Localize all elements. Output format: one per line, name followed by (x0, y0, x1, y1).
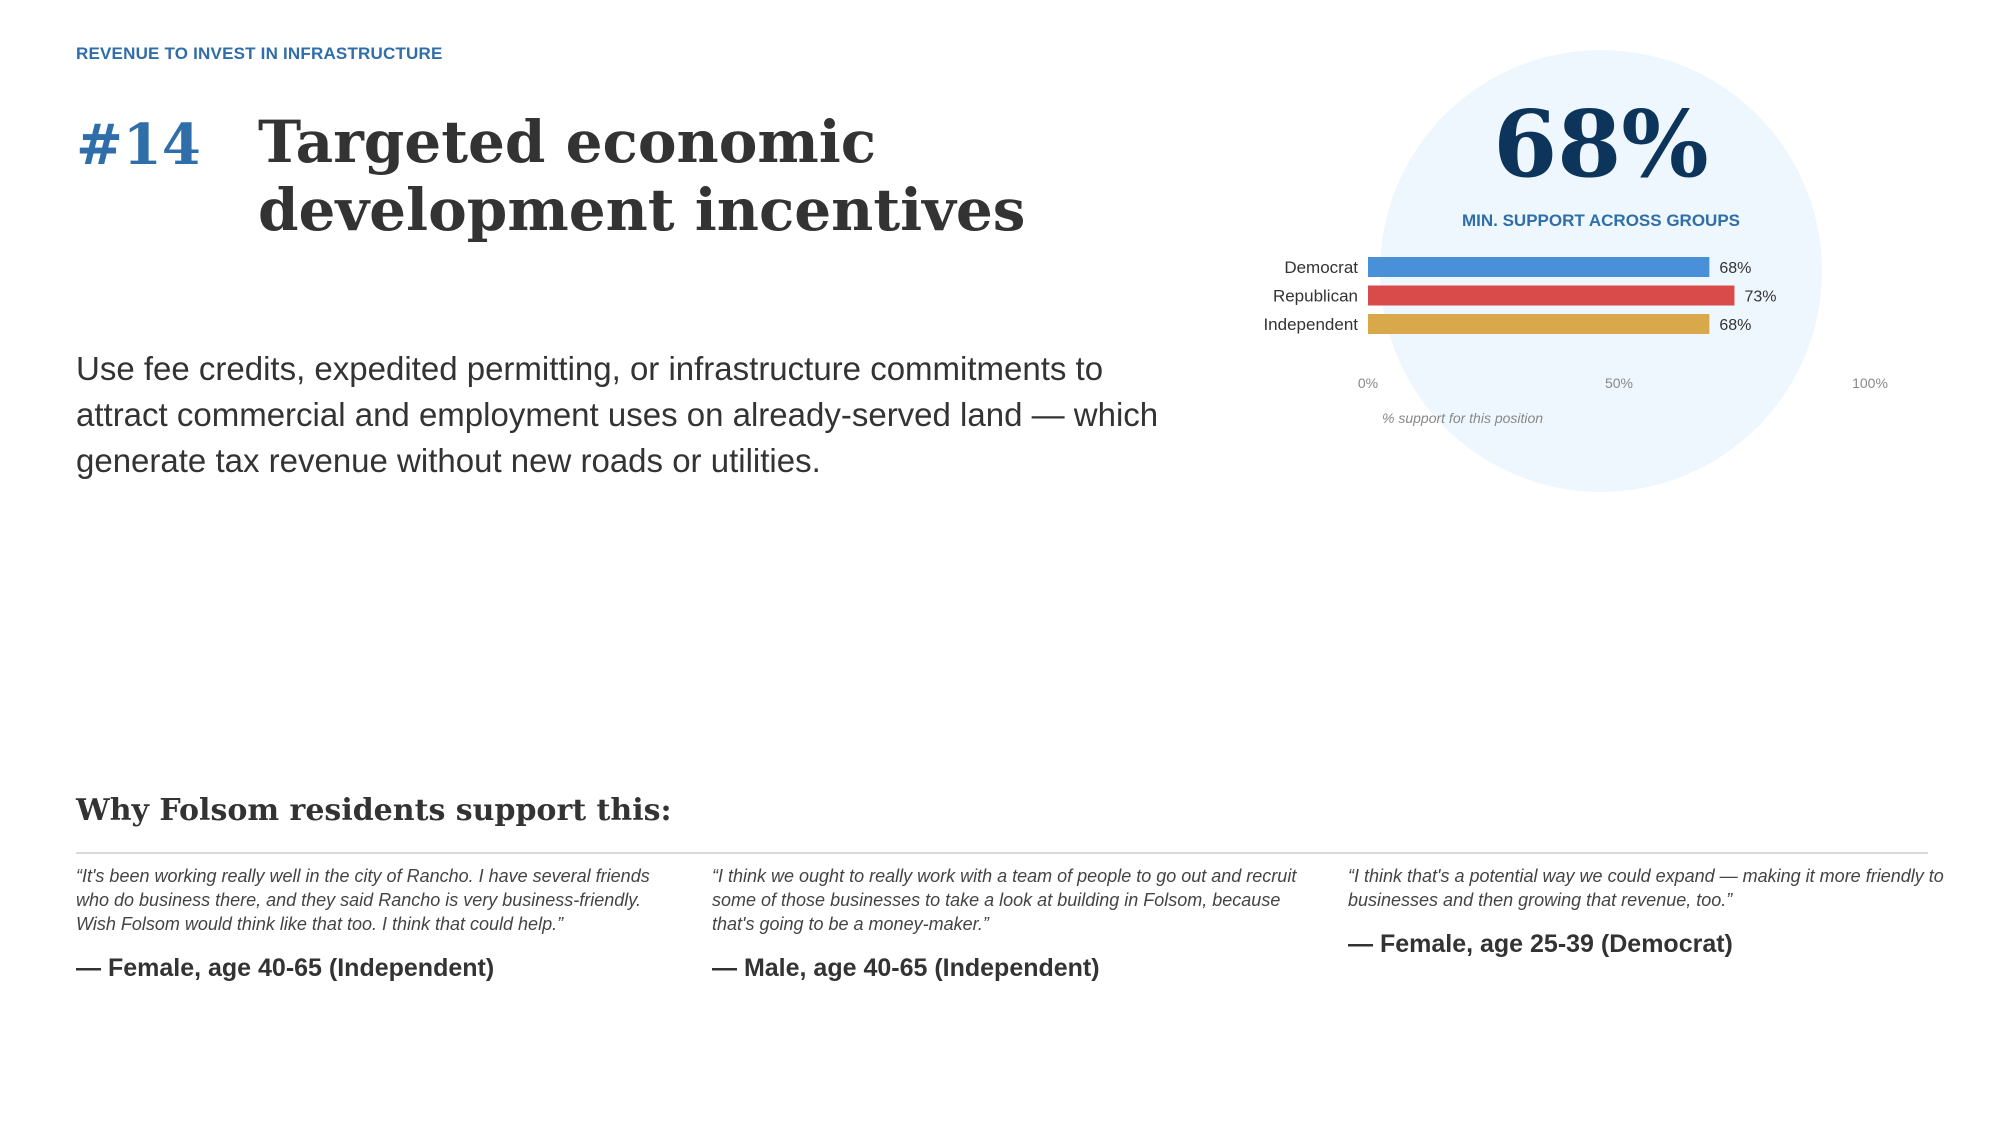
quote-attribution: — Female, age 25-39 (Democrat) (1348, 930, 1733, 958)
x-tick-label: 0% (1358, 375, 1378, 391)
why-heading: Why Folsom residents support this: (76, 793, 672, 828)
category-label: Independent (1263, 315, 1358, 334)
section-divider (76, 852, 1928, 854)
page-title: Targeted economic development incentives (258, 108, 1026, 244)
rank-number: #14 (76, 112, 201, 178)
min-support-value: 68% (1493, 90, 1709, 198)
x-axis-label: % support for this position (1382, 410, 1543, 426)
x-tick-label: 100% (1852, 375, 1888, 391)
quote-text: “I think that's a potential way we could… (1348, 866, 1944, 910)
quote-text: “I think we ought to really work with a … (712, 866, 1297, 934)
data-label: 68% (1719, 317, 1751, 334)
section-label: REVENUE TO INVEST IN INFRASTRUCTURE (76, 44, 443, 63)
quote-attribution: — Female, age 40-65 (Independent) (76, 954, 495, 982)
quote-attribution: — Male, age 40-65 (Independent) (712, 954, 1100, 982)
category-label: Republican (1273, 287, 1358, 306)
bar-republican (1368, 285, 1735, 306)
quote-text: “It's been working really well in the ci… (76, 866, 650, 934)
data-label: 73% (1744, 289, 1776, 306)
support-bar-chart: Democrat 68% Republican 73% Independent 68% 0%… (1263, 257, 1888, 426)
data-label: 68% (1719, 260, 1751, 277)
category-label: Democrat (1284, 258, 1358, 277)
quote-card: “I think we ought to really work with a … (712, 864, 1312, 983)
quote-card: “I think that's a potential way we could… (1348, 864, 1948, 959)
policy-description: Use fee credits, expedited permitting, o… (76, 350, 1159, 479)
min-support-caption: MIN. SUPPORT ACROSS GROUPS (1461, 211, 1740, 230)
quote-card: “It's been working really well in the ci… (76, 864, 676, 983)
bar-democrat (1368, 257, 1710, 277)
bar-independent (1368, 314, 1710, 334)
x-tick-label: 50% (1605, 375, 1633, 391)
